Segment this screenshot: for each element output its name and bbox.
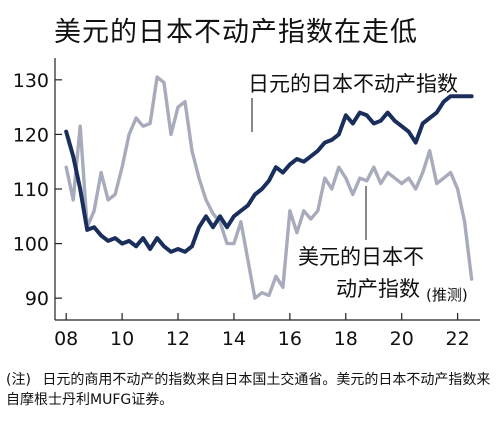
x-tick-label: 16 bbox=[278, 328, 302, 350]
x-tick-label: 10 bbox=[110, 328, 134, 350]
x-tick-label: 18 bbox=[334, 328, 358, 350]
x-tick-label: 12 bbox=[166, 328, 190, 350]
x-axis: 08 10 12 14 16 18 20 22 bbox=[54, 313, 480, 350]
estimate-label: (推测) bbox=[426, 286, 468, 304]
y-tick-label: 100 bbox=[13, 234, 49, 256]
note-text: 日元的商用不动产的指数来自日本国土交通省。美元的日本不动产指数来自摩根士丹利MU… bbox=[6, 372, 491, 408]
yen-index-line bbox=[64, 94, 474, 254]
chart-title: 美元的日本不动产指数在走低 bbox=[54, 17, 418, 48]
usd-series-label-line1: 美元的日本 bbox=[298, 245, 403, 269]
note-head: (注) bbox=[6, 372, 31, 388]
x-tick-label: 22 bbox=[446, 328, 470, 350]
usd-series-label-line2: 不 bbox=[403, 245, 424, 269]
usd-index-line bbox=[64, 75, 474, 300]
chart-note: (注) 日元的商用不动产的指数来自日本国土交通省。美元的日本不动产指数来自摩根士… bbox=[6, 370, 494, 410]
y-tick-label: 90 bbox=[25, 288, 49, 310]
y-tick-label: 120 bbox=[13, 124, 49, 146]
x-tick-label: 08 bbox=[54, 328, 78, 350]
y-tick-label: 130 bbox=[13, 70, 49, 92]
y-tick-label: 110 bbox=[13, 179, 49, 201]
x-tick-label: 20 bbox=[390, 328, 414, 350]
y-axis: 90 100 110 120 130 bbox=[13, 58, 62, 320]
yen-series-label: 日元的日本不动产指数 bbox=[248, 72, 458, 96]
series-layer bbox=[64, 75, 474, 300]
usd-series-label-line3: 动产指数 bbox=[336, 277, 420, 301]
series-labels: 日元的日本不动产指数 美元的日本 不 动产指数 (推测) bbox=[248, 72, 468, 304]
x-tick-label: 14 bbox=[222, 328, 246, 350]
